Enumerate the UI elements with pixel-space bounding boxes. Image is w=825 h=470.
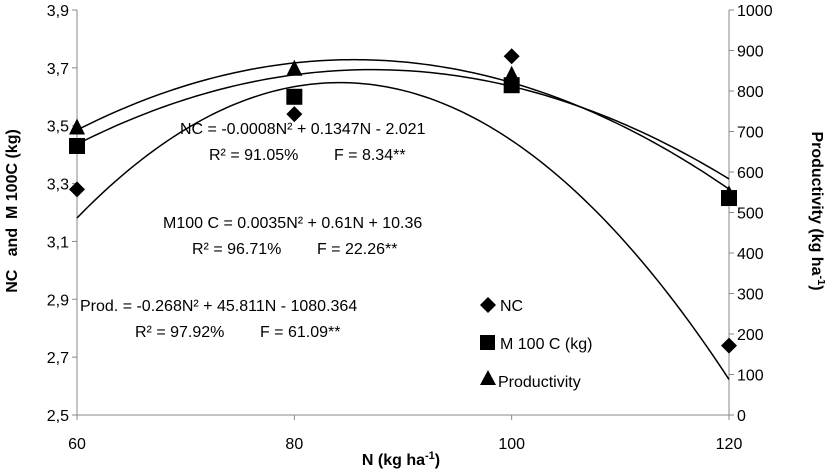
nc-point xyxy=(69,181,85,198)
prod-stats: R² = 97.92% F = 61.09** xyxy=(135,324,340,341)
y-axis-right-title: Productivity (kg ha-1) xyxy=(808,131,825,290)
y-left-tick-label: 2,5 xyxy=(47,408,69,425)
x-tick-label: 80 xyxy=(285,436,303,453)
y-left-tick-label: 3,5 xyxy=(47,119,69,136)
legend-diamond-icon xyxy=(480,297,496,313)
m100-equation: M100 C = 0.0035N² + 0.61N + 10.36 xyxy=(163,215,422,232)
y-left-tick-label: 3,1 xyxy=(47,234,69,251)
x-tick-label: 100 xyxy=(498,436,525,453)
y-axis-left-title: NC and M 100C (kg) xyxy=(4,129,21,293)
y-right-tick-label: 400 xyxy=(737,246,764,263)
y-right-tick-label: 800 xyxy=(737,84,764,101)
y-left-tick-label: 2,9 xyxy=(47,292,69,309)
axes: 2,5 2,7 2,9 3,1 3,3 3,5 3,7 3,9 0 100 200 300 400 500… xyxy=(47,3,773,453)
legend-square-icon xyxy=(480,335,495,350)
trendline-nc xyxy=(76,81,730,380)
y-right-tick-label: 500 xyxy=(737,206,764,223)
legend-item-nc: NC xyxy=(480,297,523,315)
nc-stats: R² = 91.05% F = 8.34** xyxy=(209,147,406,164)
x-tick-label: 60 xyxy=(68,436,86,453)
productivity-point xyxy=(286,59,303,76)
m100c-point xyxy=(69,137,85,154)
x-axis-title: N (kg ha-1) xyxy=(362,450,440,469)
legend: NC M 100 C (kg) Productivity xyxy=(480,297,592,391)
y-right-tick-label: 700 xyxy=(737,125,764,142)
legend-item-m100c: M 100 C (kg) xyxy=(480,335,592,353)
y-left-tick-label: 3,7 xyxy=(47,61,69,78)
nc-point xyxy=(503,48,520,65)
m100-stats: R² = 96.71% F = 22.26** xyxy=(192,241,397,258)
y-left-tick-label: 3,9 xyxy=(47,3,69,20)
y-left-tick-label: 2,7 xyxy=(47,350,69,367)
trendline-productivity xyxy=(76,68,730,180)
trendline-m-100-c-kg- xyxy=(76,58,730,190)
y-right-tick-label: 900 xyxy=(737,44,764,61)
y-right-tick-label: 0 xyxy=(737,408,746,425)
productivity-point xyxy=(69,118,85,135)
nc-equation: NC = -0.0008N² + 0.1347N - 2.021 xyxy=(180,121,426,138)
productivity-point xyxy=(503,65,520,82)
legend-triangle-icon xyxy=(480,370,496,385)
y-right-tick-label: 1000 xyxy=(737,3,773,20)
legend-label-nc: NC xyxy=(500,298,523,315)
nc-point xyxy=(721,337,737,354)
trendlines xyxy=(76,58,730,380)
y-right-tick-label: 200 xyxy=(737,327,764,344)
prod-equation: Prod. = -0.268N² + 45.811N - 1080.364 xyxy=(80,298,357,315)
m100c-point xyxy=(286,88,303,105)
y-right-tick-label: 300 xyxy=(737,287,764,304)
data-points xyxy=(69,48,737,354)
productivity-point xyxy=(721,185,737,202)
legend-item-productivity: Productivity xyxy=(480,370,581,391)
y-right-tick-label: 600 xyxy=(737,165,764,182)
x-tick-label: 120 xyxy=(716,436,743,453)
y-left-tick-label: 3,3 xyxy=(47,177,69,194)
legend-label-m100c: M 100 C (kg) xyxy=(500,336,592,353)
nc-point xyxy=(286,106,303,123)
y-right-tick-label: 100 xyxy=(737,368,764,385)
legend-label-productivity: Productivity xyxy=(498,374,581,391)
